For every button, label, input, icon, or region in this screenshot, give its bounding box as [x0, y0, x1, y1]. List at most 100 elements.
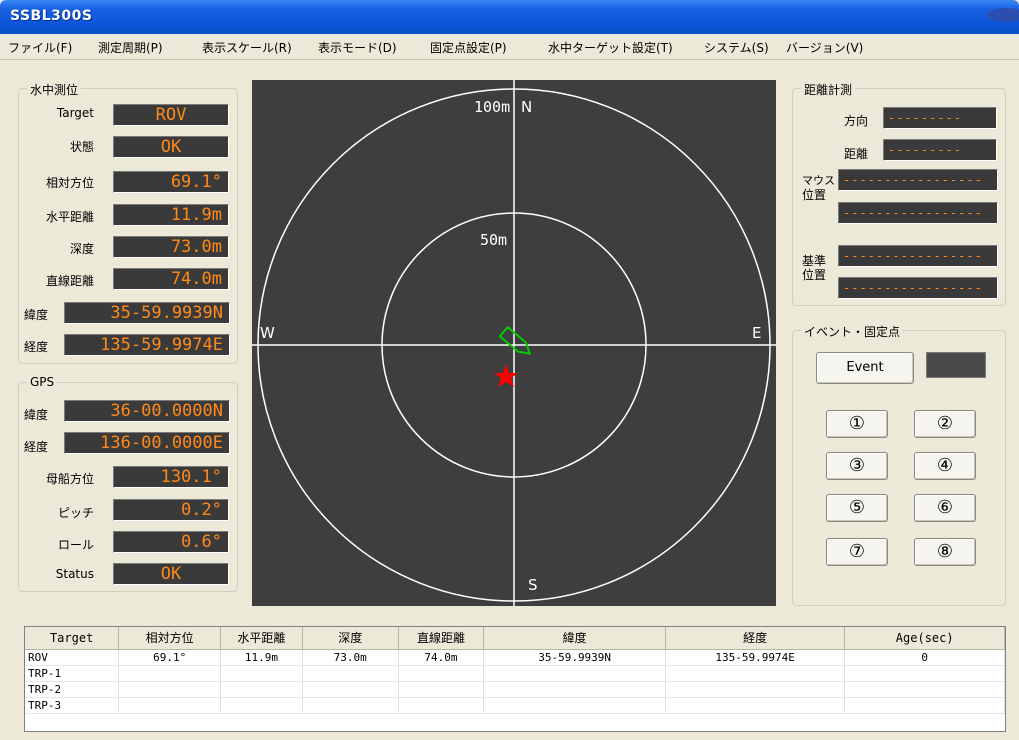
table-cell [220, 681, 303, 698]
gps-latitude-label: 緯度 [24, 408, 49, 422]
measure-distance-value: --------- [883, 139, 997, 161]
inner-range-label: 50m [480, 231, 507, 249]
reference-position-label-1: 基準 [802, 254, 827, 268]
direction-value: --------- [883, 107, 997, 129]
mouse-position-label-1: マウス [802, 174, 835, 187]
state-label: 状態 [69, 140, 94, 154]
slant-distance-label: 直線距離 [45, 274, 94, 288]
table-cell [118, 697, 222, 714]
targets-table: Target 相対方位 水平距離 深度 直線距離 緯度 経度 Age(sec) … [24, 626, 1006, 732]
rov-latitude-label: 緯度 [24, 308, 49, 322]
ship-heading-label: 母船方位 [45, 472, 94, 486]
table-cell [302, 665, 399, 682]
col-header-latitude[interactable]: 緯度 [483, 627, 666, 650]
title-bar[interactable]: SSBL300S [0, 0, 1019, 34]
fixed-point-2-button[interactable]: ② [914, 410, 976, 438]
table-cell: ROV [25, 649, 120, 666]
menu-version[interactable]: バージョン(V) [786, 41, 864, 55]
reference-position-label-2: 位置 [802, 268, 827, 282]
fixed-point-1-button[interactable]: ① [826, 410, 888, 438]
gps-status-value: OK [113, 563, 229, 585]
table-cell: 35-59.9939N [483, 649, 666, 666]
event-group-title: イベント・固定点 [801, 323, 904, 340]
table-row[interactable]: TRP-1 [25, 665, 1005, 682]
gps-longitude-label: 経度 [24, 440, 49, 454]
menu-underwater-target[interactable]: 水中ターゲット設定(T) [548, 41, 673, 55]
fixed-point-3-button[interactable]: ③ [826, 452, 888, 480]
table-cell: TRP-3 [25, 697, 120, 714]
fixed-point-6-button[interactable]: ⑥ [914, 494, 976, 522]
fixed-point-5-button[interactable]: ⑤ [826, 494, 888, 522]
mouse-position-value-1: ----------------- [838, 169, 998, 191]
window-title: SSBL300S [10, 8, 93, 24]
menu-fixed-point[interactable]: 固定点設定(P) [430, 41, 507, 55]
roll-value: 0.6° [113, 531, 229, 553]
menu-file[interactable]: ファイル(F) [8, 41, 73, 55]
direction-label: 方向 [843, 114, 868, 128]
rov-latitude-value: 35-59.9939N [64, 302, 230, 324]
outer-range-label: 100m [474, 98, 510, 116]
table-cell [844, 681, 1005, 698]
fixed-point-4-button[interactable]: ④ [914, 452, 976, 480]
table-cell: 135-59.9974E [665, 649, 846, 666]
table-cell [302, 697, 399, 714]
table-cell [398, 697, 485, 714]
distance-group: 距離計測 [792, 81, 1006, 306]
table-row[interactable]: TRP-3 [25, 697, 1005, 714]
roll-label: ロール [57, 538, 94, 552]
col-header-bearing[interactable]: 相対方位 [118, 627, 222, 650]
depth-value: 73.0m [113, 236, 229, 258]
rov-longitude-value: 135-59.9974E [64, 334, 230, 356]
east-label: E [752, 324, 761, 342]
measure-distance-label: 距離 [843, 147, 868, 161]
horizontal-distance-value: 11.9m [113, 204, 229, 226]
distance-group-title: 距離計測 [801, 81, 856, 98]
menu-measure-cycle[interactable]: 測定周期(P) [98, 41, 163, 55]
table-cell [398, 665, 485, 682]
table-cell [665, 665, 846, 682]
radar-svg: 100m N 50m W E S [252, 80, 776, 606]
table-cell [665, 681, 846, 698]
col-header-age[interactable]: Age(sec) [844, 627, 1005, 650]
relative-bearing-label: 相対方位 [45, 176, 94, 190]
table-cell: TRP-2 [25, 681, 120, 698]
underwater-group-title: 水中測位 [27, 81, 82, 98]
table-cell [483, 697, 666, 714]
table-row[interactable]: TRP-2 [25, 681, 1005, 698]
table-cell: 73.0m [302, 649, 399, 666]
south-label: S [528, 576, 538, 594]
table-cell: 11.9m [220, 649, 303, 666]
col-header-depth[interactable]: 深度 [302, 627, 399, 650]
menu-display-mode[interactable]: 表示モード(D) [318, 41, 397, 55]
radar-display[interactable]: 100m N 50m W E S [252, 80, 776, 606]
mouse-position-label-2: 位置 [802, 188, 827, 202]
menu-system[interactable]: システム(S) [704, 41, 769, 55]
depth-label: 深度 [69, 242, 94, 256]
gps-group-title: GPS [27, 375, 58, 389]
fixed-point-7-button[interactable]: ⑦ [826, 538, 888, 566]
col-header-slant[interactable]: 直線距離 [398, 627, 485, 650]
slant-distance-value: 74.0m [113, 268, 229, 290]
col-header-target[interactable]: Target [25, 627, 120, 650]
reference-position-value-2: ----------------- [838, 277, 998, 299]
menu-bar: ファイル(F) 測定周期(P) 表示スケール(R) 表示モード(D) 固定点設定… [0, 34, 1019, 60]
col-header-horizontal[interactable]: 水平距離 [220, 627, 303, 650]
col-header-longitude[interactable]: 経度 [665, 627, 846, 650]
west-label: W [260, 324, 275, 342]
event-button[interactable]: Event [816, 352, 914, 384]
gps-longitude-value: 136-00.0000E [64, 432, 230, 454]
fixed-point-8-button[interactable]: ⑧ [914, 538, 976, 566]
table-row[interactable]: ROV 69.1° 11.9m 73.0m 74.0m 35-59.9939N … [25, 649, 1005, 666]
table-cell [220, 665, 303, 682]
state-value: OK [113, 136, 229, 158]
gps-latitude-value: 36-00.0000N [64, 400, 230, 422]
relative-bearing-value: 69.1° [113, 171, 229, 193]
title-bar-decoration [987, 8, 1019, 22]
table-cell: 0 [844, 649, 1005, 666]
table-cell: 69.1° [118, 649, 222, 666]
table-cell [844, 665, 1005, 682]
ship-outline [498, 325, 532, 355]
menu-display-scale[interactable]: 表示スケール(R) [202, 41, 292, 55]
table-header-row: Target 相対方位 水平距離 深度 直線距離 緯度 経度 Age(sec) [25, 627, 1005, 650]
